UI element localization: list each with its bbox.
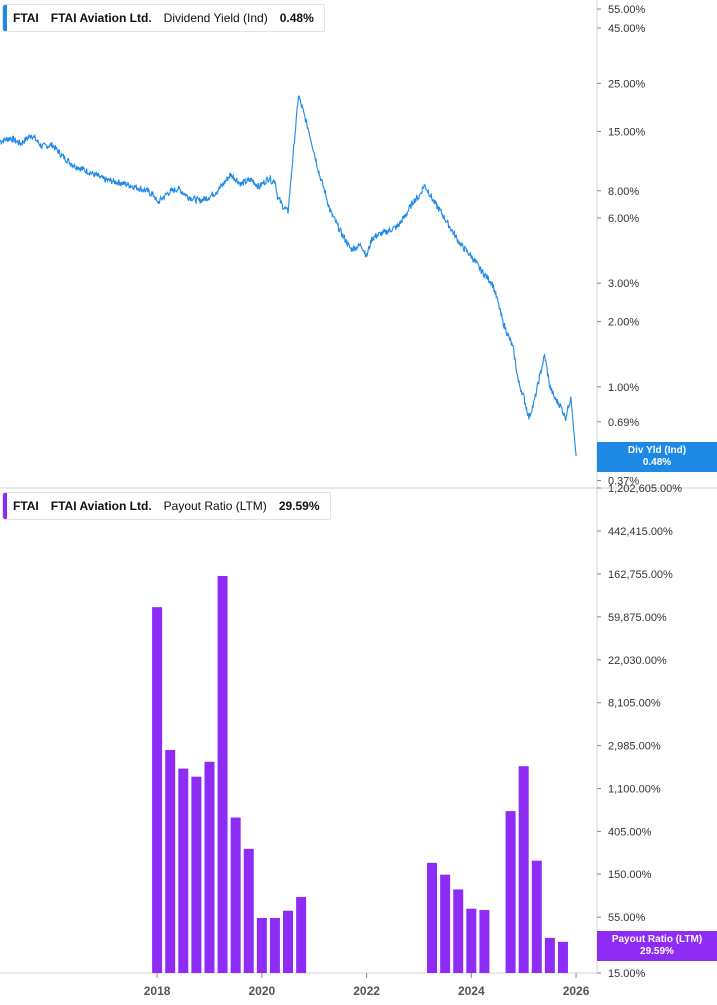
payout-ratio-bar [505,811,516,973]
payout-ratio-bar [453,889,464,973]
payout-ratio-bar [296,897,307,973]
y-tick-label: 25.00% [608,78,646,90]
x-tick-label: 2024 [458,984,485,998]
y-tick-label: 442,415.00% [608,526,673,538]
y-tick-label: 1,100.00% [608,784,661,796]
payout-ratio-bar [427,862,438,973]
y-tick-label: 405.00% [608,826,652,838]
y-tick-label: 15.00% [608,968,646,980]
badge-value: 29.59% [640,946,674,957]
payout-ratio-bar [152,607,163,973]
y-tick-label: 55.00% [608,4,646,16]
y-tick-label: 22,030.00% [608,655,667,667]
dividend-yield-legend: FTAI FTAI Aviation Ltd. Dividend Yield (… [2,4,325,32]
payout-ratio-bar [204,761,215,973]
badge-label: Div Yld (Ind) [627,445,687,456]
y-tick-label: 2.00% [608,316,639,328]
payout-ratio-bar [256,917,267,973]
y-tick-label: 0.37% [608,476,639,488]
payout-ratio-bar [544,937,555,973]
y-tick-label: 150.00% [608,869,652,881]
y-tick-label: 3.00% [608,278,639,290]
payout-ratio-bar [479,910,490,973]
x-tick-label: 2020 [248,984,275,998]
legend-metric: Dividend Yield (Ind) [163,11,268,25]
y-tick-label: 55.00% [608,912,646,924]
dividend-yield-value-badge: Div Yld (Ind) 0.48% [597,442,717,472]
legend-color-bar [3,5,7,31]
y-tick-label: 8.00% [608,186,639,198]
y-tick-label: 59,875.00% [608,612,667,624]
payout-ratio-bar [440,874,451,973]
legend-company: FTAI Aviation Ltd. [50,11,152,25]
payout-ratio-value-badge: Payout Ratio (LTM) 29.59% [597,931,717,961]
y-tick-label: 0.69% [608,417,639,429]
y-tick-label: 2,985.00% [608,741,661,753]
payout-ratio-bar [230,817,241,973]
dividend-yield-line [0,95,577,457]
payout-ratio-bar [178,768,189,973]
payout-ratio-bar [165,749,176,973]
payout-ratio-bar [531,860,542,973]
legend-color-bar [3,493,7,519]
payout-ratio-bar [466,908,477,973]
y-tick-label: 1,202,605.00% [608,483,682,495]
payout-ratio-bar [283,910,294,973]
legend-company: FTAI Aviation Ltd. [50,499,152,513]
payout-ratio-bar [269,917,280,973]
payout-ratio-bar [191,776,202,973]
legend-value: 29.59% [278,499,320,513]
payout-ratio-bar [217,575,228,973]
legend-ticker: FTAI [13,499,39,513]
y-tick-label: 1.00% [608,382,639,394]
payout-ratio-bar [518,766,529,973]
x-tick-label: 2022 [353,984,380,998]
legend-metric: Payout Ratio (LTM) [163,499,267,513]
payout-ratio-bar [557,941,568,973]
y-tick-label: 45.00% [608,23,646,35]
y-tick-label: 8,105.00% [608,698,661,710]
payout-ratio-legend: FTAI FTAI Aviation Ltd. Payout Ratio (LT… [2,492,331,520]
y-tick-label: 6.00% [608,213,639,225]
y-tick-label: 162,755.00% [608,569,673,581]
legend-ticker: FTAI [13,11,39,25]
x-tick-label: 2018 [144,984,171,998]
badge-value: 0.48% [642,457,672,468]
payout-ratio-bar [243,848,254,973]
y-tick-label: 15.00% [608,126,646,138]
legend-value: 0.48% [279,11,314,25]
x-tick-label: 2026 [563,984,590,998]
badge-label: Payout Ratio (LTM) [611,934,703,945]
